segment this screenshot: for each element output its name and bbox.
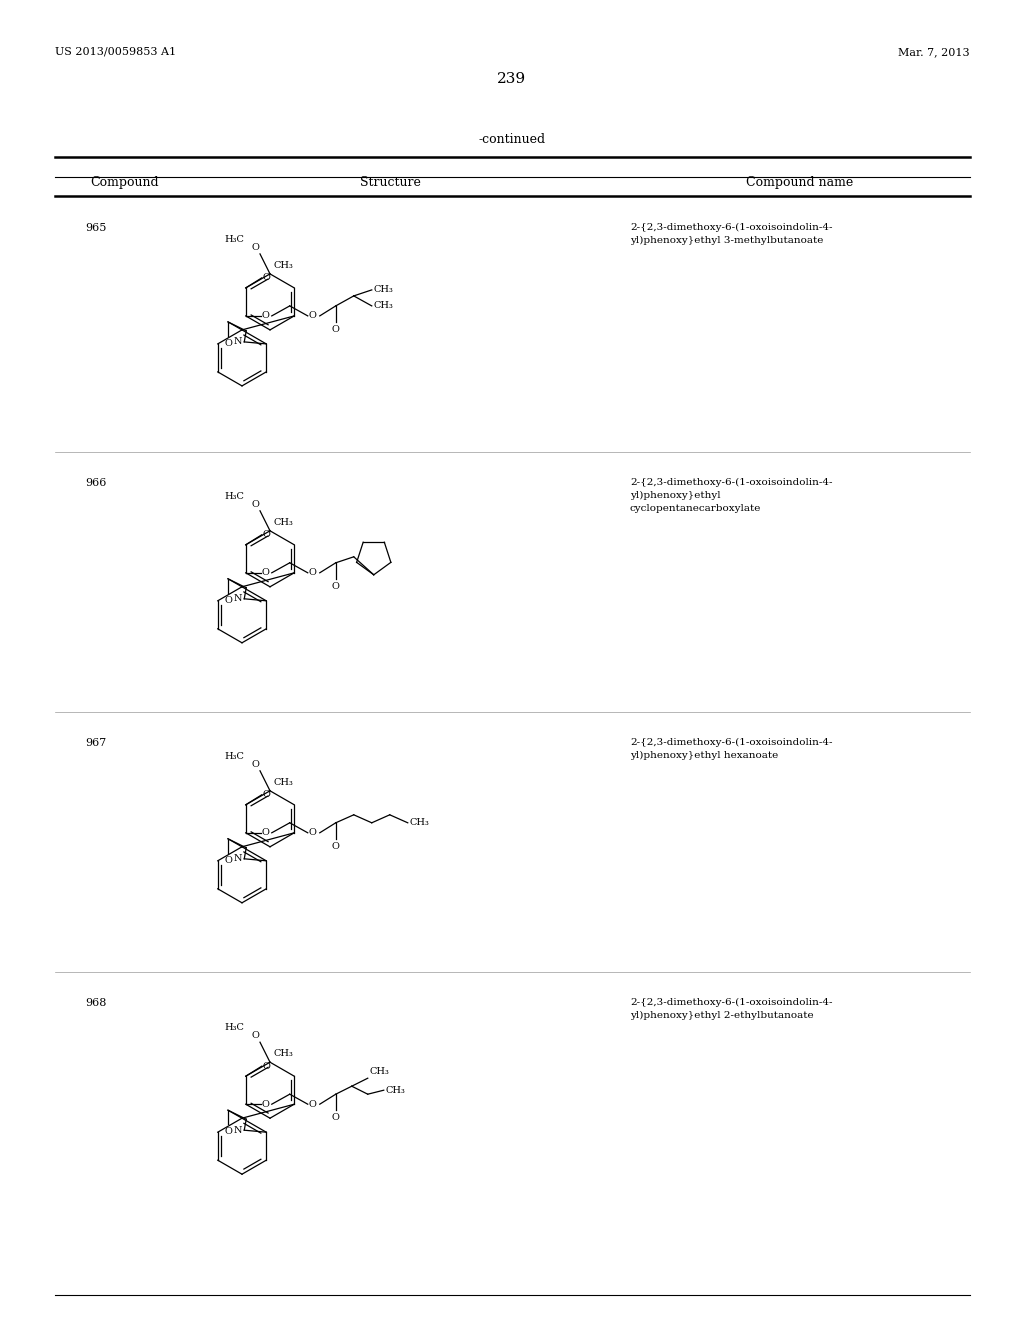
Text: CH₃: CH₃ [374, 301, 393, 310]
Text: H₃C: H₃C [224, 492, 244, 500]
Text: O: O [332, 842, 340, 851]
Text: CH₃: CH₃ [374, 285, 393, 294]
Text: CH₃: CH₃ [273, 517, 294, 527]
Text: O: O [251, 243, 259, 252]
Text: yl)phenoxy}ethyl 3-methylbutanoate: yl)phenoxy}ethyl 3-methylbutanoate [630, 236, 823, 246]
Text: 967: 967 [85, 738, 106, 748]
Text: O: O [262, 1100, 269, 1109]
Text: 2-{2,3-dimethoxy-6-(1-oxoisoindolin-4-: 2-{2,3-dimethoxy-6-(1-oxoisoindolin-4- [630, 223, 833, 232]
Text: O: O [263, 273, 270, 282]
Text: CH₃: CH₃ [410, 818, 430, 828]
Text: Structure: Structure [359, 176, 421, 189]
Text: H₃C: H₃C [224, 752, 244, 760]
Text: O: O [251, 760, 259, 768]
Text: O: O [309, 829, 316, 837]
Text: CH₃: CH₃ [273, 777, 294, 787]
Text: yl)phenoxy}ethyl 2-ethylbutanoate: yl)phenoxy}ethyl 2-ethylbutanoate [630, 1011, 814, 1020]
Text: CH₃: CH₃ [273, 1049, 294, 1059]
Text: O: O [309, 569, 316, 577]
Text: O: O [251, 500, 259, 508]
Text: O: O [262, 829, 269, 837]
Text: Compound name: Compound name [746, 176, 854, 189]
Text: N: N [233, 854, 243, 863]
Text: N: N [233, 1126, 243, 1135]
Text: cyclopentanecarboxylate: cyclopentanecarboxylate [630, 504, 762, 513]
Text: O: O [224, 1127, 232, 1137]
Text: N: N [233, 594, 243, 603]
Text: US 2013/0059853 A1: US 2013/0059853 A1 [55, 48, 176, 57]
Text: O: O [309, 1100, 316, 1109]
Text: 968: 968 [85, 998, 106, 1008]
Text: O: O [263, 531, 270, 540]
Text: yl)phenoxy}ethyl: yl)phenoxy}ethyl [630, 491, 721, 500]
Text: 2-{2,3-dimethoxy-6-(1-oxoisoindolin-4-: 2-{2,3-dimethoxy-6-(1-oxoisoindolin-4- [630, 998, 833, 1007]
Text: H₃C: H₃C [224, 235, 244, 244]
Text: 965: 965 [85, 223, 106, 234]
Text: O: O [262, 569, 269, 577]
Text: O: O [224, 595, 232, 605]
Text: Compound: Compound [90, 176, 159, 189]
Text: O: O [332, 1113, 340, 1122]
Text: N: N [233, 338, 243, 346]
Text: 2-{2,3-dimethoxy-6-(1-oxoisoindolin-4-: 2-{2,3-dimethoxy-6-(1-oxoisoindolin-4- [630, 478, 833, 487]
Text: O: O [263, 1061, 270, 1071]
Text: O: O [332, 325, 340, 334]
Text: CH₃: CH₃ [370, 1067, 389, 1076]
Text: CH₃: CH₃ [273, 261, 294, 269]
Text: O: O [332, 582, 340, 591]
Text: O: O [309, 312, 316, 321]
Text: yl)phenoxy}ethyl hexanoate: yl)phenoxy}ethyl hexanoate [630, 751, 778, 760]
Text: CH₃: CH₃ [386, 1085, 406, 1094]
Text: O: O [262, 312, 269, 321]
Text: 239: 239 [498, 73, 526, 86]
Text: O: O [251, 1031, 259, 1040]
Text: 966: 966 [85, 478, 106, 488]
Text: O: O [263, 791, 270, 800]
Text: H₃C: H₃C [224, 1023, 244, 1032]
Text: O: O [224, 339, 232, 348]
Text: -continued: -continued [478, 133, 546, 147]
Text: 2-{2,3-dimethoxy-6-(1-oxoisoindolin-4-: 2-{2,3-dimethoxy-6-(1-oxoisoindolin-4- [630, 738, 833, 747]
Text: O: O [224, 855, 232, 865]
Text: Mar. 7, 2013: Mar. 7, 2013 [898, 48, 970, 57]
